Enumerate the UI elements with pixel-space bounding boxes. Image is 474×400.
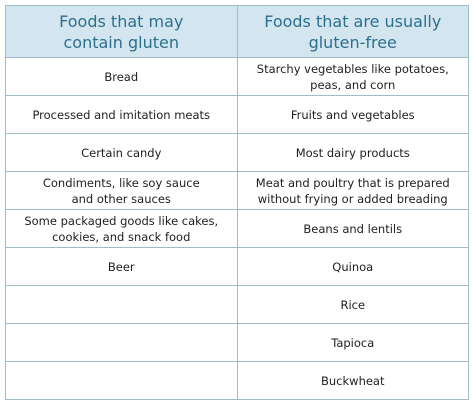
table-cell: Processed and imitation meats bbox=[5, 95, 238, 134]
table-row: Beer Quinoa bbox=[5, 247, 469, 286]
table-cell: Quinoa bbox=[236, 247, 469, 286]
table-cell: Bread bbox=[5, 57, 238, 96]
header-cell: Foods that may contain gluten bbox=[5, 5, 238, 58]
table-cell: Beans and lentils bbox=[236, 209, 469, 248]
table-cell: Starchy vegetables like potatoes, peas, … bbox=[236, 57, 469, 96]
table-cell: Rice bbox=[236, 285, 469, 324]
table-cell bbox=[5, 285, 238, 324]
header-cell: Foods that are usually gluten-free bbox=[236, 5, 469, 58]
table-head: Foods that may contain gluten Foods that… bbox=[5, 5, 469, 58]
table-cell: Buckwheat bbox=[236, 361, 469, 400]
table-cell bbox=[5, 323, 238, 362]
table-cell: Fruits and vegetables bbox=[236, 95, 469, 134]
table-cell: Most dairy products bbox=[236, 133, 469, 172]
table-cell: Meat and poultry that is prepared withou… bbox=[236, 171, 469, 210]
table-row: Processed and imitation meats Fruits and … bbox=[5, 95, 469, 134]
table-row: Tapioca bbox=[5, 323, 469, 362]
table-cell bbox=[5, 361, 238, 400]
table-cell: Tapioca bbox=[236, 323, 469, 362]
table-row: Buckwheat bbox=[5, 361, 469, 400]
table-cell: Beer bbox=[5, 247, 238, 286]
table-body: Bread Starchy vegetables like potatoes, p… bbox=[5, 57, 469, 400]
table-row: Rice bbox=[5, 285, 469, 324]
table-cell: Certain candy bbox=[5, 133, 238, 172]
table-row: Bread Starchy vegetables like potatoes, p… bbox=[5, 57, 469, 96]
gluten-table: Foods that may contain gluten Foods that… bbox=[5, 5, 469, 400]
table-cell: Condiments, like soy sauce and other sau… bbox=[5, 171, 238, 210]
header-row: Foods that may contain gluten Foods that… bbox=[5, 5, 469, 58]
table-row: Certain candy Most dairy products bbox=[5, 133, 469, 172]
table-row: Some packaged goods like cakes, cookies,… bbox=[5, 209, 469, 248]
table-cell: Some packaged goods like cakes, cookies,… bbox=[5, 209, 238, 248]
table-row: Condiments, like soy sauce and other sau… bbox=[5, 171, 469, 210]
